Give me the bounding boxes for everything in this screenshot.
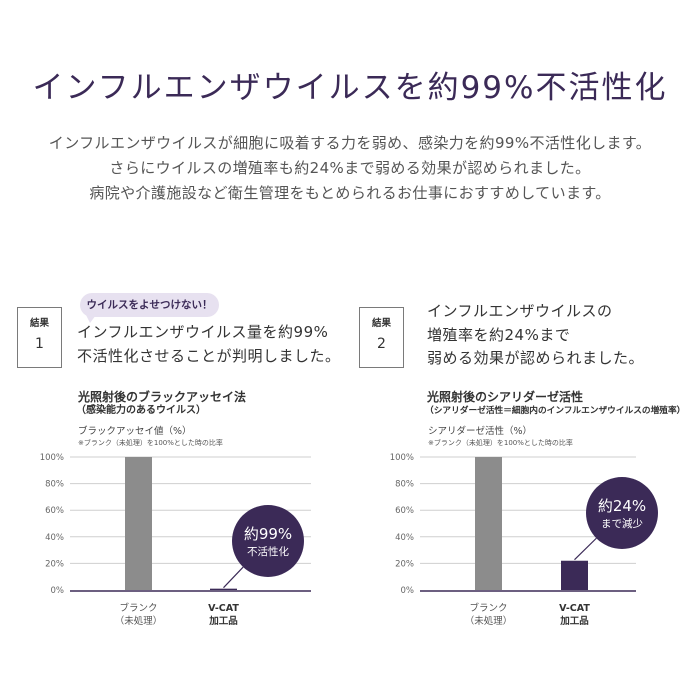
y-tick-label: 40% [395, 533, 414, 543]
page-title: インフルエンザウイルスを約99%不活性化 [32, 70, 668, 106]
y-tick-label: 60% [395, 506, 414, 516]
chart-1-subtitle: （感染能力のあるウイルス） [76, 405, 206, 416]
callout-text: 約24% [598, 497, 646, 515]
x-tick-label: 加工品 [559, 615, 589, 627]
y-tick-label: 0% [51, 586, 65, 596]
y-tick-label: 80% [45, 480, 64, 490]
result-number: 2 [377, 336, 386, 352]
callout-text: 不活性化 [247, 545, 289, 558]
callout-text: まで減少 [601, 517, 643, 530]
result-1-badge: ウイルスをよせつけない！ [80, 293, 219, 317]
result-1-description-line-2: 不活性化させることが判明しました。 [77, 347, 341, 365]
result-2-description-line-1: インフルエンザウイルスの [427, 302, 613, 320]
x-tick-label: （未処理） [115, 615, 163, 627]
result-1-description-line-1: インフルエンザウイルス量を約99% [77, 323, 329, 341]
x-tick-label: ブランク [469, 602, 507, 614]
intro-line-3: 病院や介護施設など衛生管理をもとめられるお仕事におすすめしています。 [89, 184, 611, 202]
chart-1-note: ※ブランク（未処理）を100%とした時の比率 [78, 439, 223, 447]
badge-tail [86, 315, 96, 323]
x-tick-label: ブランク [119, 602, 157, 614]
chart-1-y-axis-label: ブラックアッセイ値（%） [78, 426, 192, 437]
bar-v-cat [210, 588, 237, 590]
bar-v-cat [561, 560, 588, 590]
y-tick-label: 60% [45, 506, 64, 516]
y-tick-label: 0% [401, 586, 415, 596]
result-number: 1 [35, 336, 44, 352]
y-tick-label: 80% [395, 480, 414, 490]
result-1-box: 結果 1 [17, 307, 62, 368]
y-tick-label: 100% [40, 453, 64, 463]
result-label: 結果 [371, 318, 391, 329]
result-2-description-line-3: 弱める効果が認められました。 [427, 349, 645, 367]
result-label: 結果 [29, 318, 49, 329]
result-2-box: 結果 2 [359, 307, 404, 368]
x-tick-label: （未処理） [465, 615, 513, 627]
y-tick-label: 20% [45, 559, 64, 569]
callout-text: 約99% [244, 525, 292, 543]
chart-2-y-axis-label: シアリダーゼ活性（%） [428, 426, 533, 437]
callout-circle [586, 477, 658, 549]
y-tick-label: 100% [390, 453, 414, 463]
callout-leader-line [574, 537, 597, 561]
callout-leader-line [223, 566, 244, 589]
intro-line-2: さらにウイルスの増殖率も約24%まで弱める効果が認められました。 [109, 159, 591, 177]
y-tick-label: 20% [395, 559, 414, 569]
intro-line-1: インフルエンザウイルスが細胞に吸着する力を弱め、感染力を約99%不活性化します。 [48, 134, 652, 152]
result-2-description-line-2: 増殖率を約24%まで [427, 326, 571, 344]
callout-circle [232, 505, 304, 577]
chart-2-title: 光照射後のシアリダーゼ活性 [427, 390, 584, 404]
chart-2-subtitle: （シアリダーゼ活性＝細胞内のインフルエンザウイルスの増殖率） [425, 406, 686, 416]
bar-blank [475, 457, 502, 590]
x-tick-label: 加工品 [208, 615, 238, 627]
chart-2-note: ※ブランク（未処理）を100%とした時の比率 [428, 439, 573, 447]
bar-blank [125, 457, 152, 590]
x-tick-label: V-CAT [208, 603, 239, 614]
chart-1-title: 光照射後のブラックアッセイ法 [78, 390, 247, 404]
x-tick-label: V-CAT [559, 603, 590, 614]
y-tick-label: 40% [45, 533, 64, 543]
